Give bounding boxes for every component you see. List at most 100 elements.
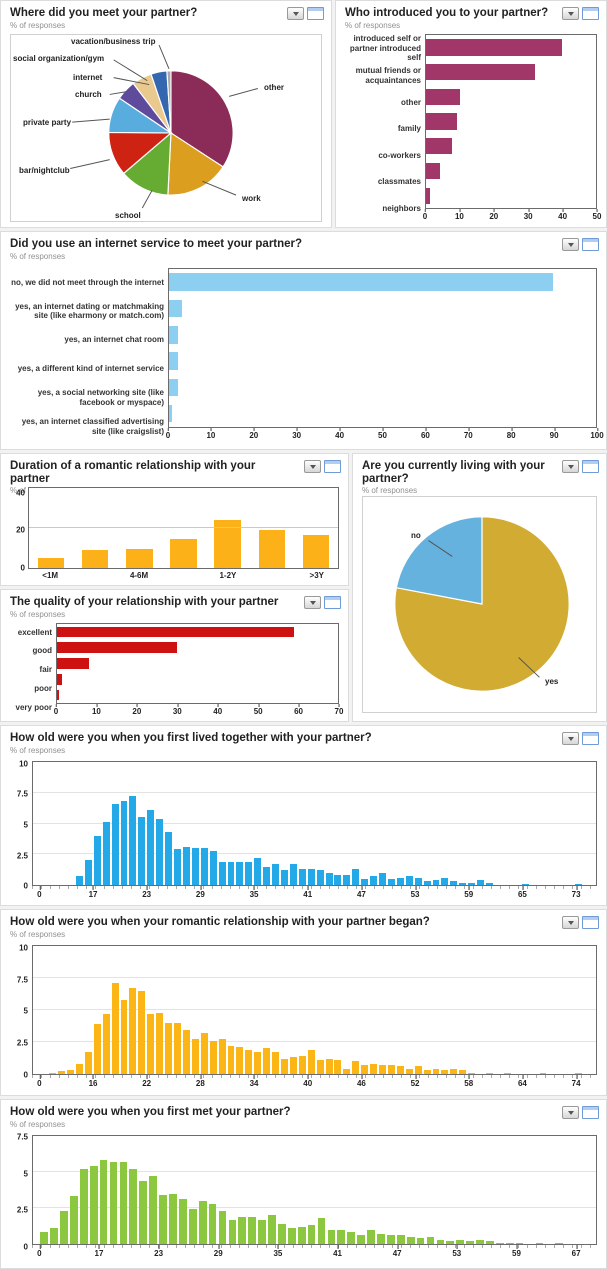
- bar: [238, 1216, 247, 1244]
- x-tick-label: 0: [165, 428, 171, 440]
- x-tick-label: 17: [94, 1245, 104, 1258]
- bar: [352, 1061, 360, 1074]
- bar: [503, 1072, 511, 1074]
- y-tick-label: 40: [16, 488, 25, 498]
- bar: [432, 880, 440, 885]
- x-tick-label: 10: [206, 428, 216, 440]
- bar: [129, 796, 137, 885]
- chevron-down-icon[interactable]: [562, 1106, 579, 1119]
- x-tick-label: 40: [558, 209, 568, 221]
- bar: [386, 1235, 395, 1244]
- bar: [159, 1195, 167, 1244]
- maximize-window-icon[interactable]: [324, 596, 341, 609]
- x-tick-label: 40: [213, 704, 223, 716]
- bar: [555, 1242, 564, 1244]
- histogram-body: 0 2.5 5 7.5 10 0 16 22 28 34 40 46 52 58 64 74: [10, 943, 597, 1089]
- panel-controls: [562, 732, 599, 745]
- x-tick-label: 20: [132, 704, 142, 716]
- maximize-window-icon[interactable]: [582, 1106, 599, 1119]
- bar: [165, 1022, 173, 1074]
- bar: [57, 658, 90, 669]
- y-tick-label: 2.5: [16, 851, 28, 861]
- bar: [441, 877, 449, 885]
- x-tick-label: 58: [464, 1075, 474, 1088]
- x-tick-label: 35: [249, 886, 259, 899]
- bar: [423, 1070, 431, 1074]
- chevron-down-icon[interactable]: [562, 916, 579, 929]
- bar: [426, 63, 535, 81]
- y-tick-label: 7.5: [16, 789, 28, 799]
- bar: [325, 872, 333, 885]
- bar: [317, 1218, 326, 1244]
- bar: [191, 848, 199, 885]
- chevron-down-icon[interactable]: [562, 460, 579, 473]
- bar: [387, 878, 395, 885]
- y-tick-label: 0: [23, 881, 28, 891]
- bar-slot: [29, 488, 73, 568]
- bar: [426, 88, 460, 105]
- panel-title: Are you currently living with your partn…: [362, 460, 545, 485]
- y-tick-label: 5: [23, 1006, 28, 1016]
- bar: [236, 861, 244, 885]
- bar: [149, 1176, 157, 1244]
- chevron-down-icon[interactable]: [562, 7, 579, 20]
- bar: [414, 1066, 422, 1074]
- x-tick-label: 10: [454, 209, 464, 221]
- gridline: [33, 1009, 596, 1010]
- chevron-down-icon[interactable]: [304, 596, 321, 609]
- bar: [316, 1059, 324, 1074]
- bar-row: [169, 374, 596, 400]
- bar: [307, 1225, 316, 1244]
- bar: [307, 869, 315, 885]
- x-tick-label: 53: [410, 886, 420, 899]
- bar: [236, 1047, 244, 1074]
- maximize-window-icon[interactable]: [582, 732, 599, 745]
- chevron-down-icon[interactable]: [562, 238, 579, 251]
- histogram-body: 0 2.5 5 7.5 0 17 23 29 35 41 47 53 59 67: [10, 1133, 597, 1259]
- y-tick-label: 5: [23, 1169, 28, 1179]
- bar: [84, 860, 92, 885]
- bar-row: [57, 671, 338, 687]
- category-label: good: [32, 646, 52, 656]
- bar: [466, 1241, 474, 1244]
- bar: [50, 1228, 58, 1244]
- bar: [307, 1049, 315, 1074]
- bar: [426, 138, 452, 155]
- panel-title: Where did you meet your partner?: [10, 7, 198, 19]
- bar-row: [426, 134, 596, 159]
- bar: [423, 881, 431, 885]
- maximize-window-icon[interactable]: [307, 7, 324, 20]
- bar: [432, 1068, 440, 1074]
- plot-area: [425, 34, 597, 209]
- category-label: other: [401, 97, 421, 107]
- maximize-window-icon[interactable]: [582, 7, 599, 20]
- pie-slice: [394, 516, 570, 692]
- x-tick-label: 50: [253, 704, 263, 716]
- chevron-down-icon[interactable]: [304, 460, 321, 473]
- x-axis: 0 10 20 30 40 50: [423, 209, 601, 222]
- panel-who-introduced: Who introduced you to your partner? % of…: [335, 0, 607, 228]
- bar: [169, 299, 182, 318]
- y-tick-label: 0: [23, 1070, 28, 1080]
- maximize-window-icon[interactable]: [582, 238, 599, 251]
- gridline: [33, 977, 596, 978]
- maximize-window-icon[interactable]: [582, 916, 599, 929]
- bar: [387, 1065, 395, 1074]
- bar: [316, 870, 324, 885]
- bar: [521, 883, 529, 885]
- x-tick-label: 17: [88, 886, 98, 899]
- bar-row: [426, 159, 596, 184]
- bar: [436, 1239, 445, 1244]
- panel-subtitle: % of responses: [362, 486, 418, 496]
- chevron-down-icon[interactable]: [287, 7, 304, 20]
- bar: [99, 1160, 108, 1244]
- bar: [93, 835, 101, 885]
- panel-controls: [562, 1106, 599, 1119]
- chevron-down-icon[interactable]: [562, 732, 579, 745]
- x-tick-label: 22: [142, 1075, 152, 1088]
- bar: [169, 1193, 177, 1244]
- x-tick-label: 23: [154, 1245, 164, 1258]
- pie-label: social organization/gym: [13, 54, 105, 63]
- maximize-window-icon[interactable]: [324, 460, 341, 473]
- maximize-window-icon[interactable]: [582, 460, 599, 473]
